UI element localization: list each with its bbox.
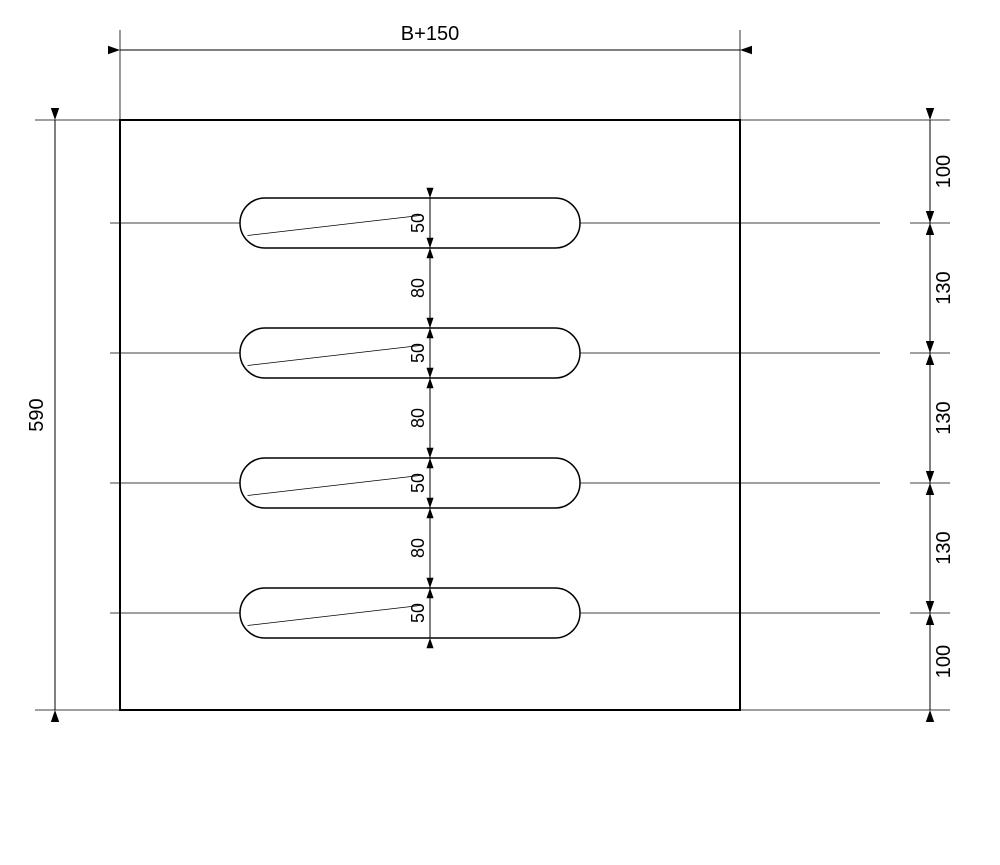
arrowhead bbox=[926, 108, 934, 120]
slot-inner-line bbox=[248, 346, 421, 366]
slot-gap-label: 80 bbox=[408, 408, 428, 428]
arrowhead bbox=[926, 471, 934, 483]
arrowhead bbox=[51, 108, 59, 120]
slot-gap-label: 80 bbox=[408, 278, 428, 298]
slot-inner-line bbox=[248, 606, 421, 626]
arrowhead bbox=[426, 188, 433, 198]
top-dim-label: B+150 bbox=[401, 23, 459, 45]
slot-inner-line bbox=[248, 476, 421, 496]
arrowhead bbox=[740, 46, 752, 54]
arrowhead bbox=[51, 710, 59, 722]
arrowhead bbox=[426, 328, 433, 338]
right-dim-label: 130 bbox=[933, 531, 955, 564]
arrowhead bbox=[926, 211, 934, 223]
arrowhead bbox=[926, 601, 934, 613]
arrowhead bbox=[108, 46, 120, 54]
arrowhead bbox=[926, 341, 934, 353]
left-dim-label: 590 bbox=[26, 398, 48, 431]
arrowhead bbox=[426, 238, 433, 248]
arrowhead bbox=[426, 368, 433, 378]
arrowhead bbox=[426, 638, 433, 648]
arrowhead bbox=[426, 588, 433, 598]
slot-height-label: 50 bbox=[408, 473, 428, 493]
slot-gap-label: 80 bbox=[408, 538, 428, 558]
right-dim-label: 130 bbox=[933, 401, 955, 434]
arrowhead bbox=[426, 498, 433, 508]
slot-height-label: 50 bbox=[408, 343, 428, 363]
slot-height-label: 50 bbox=[408, 603, 428, 623]
arrowhead bbox=[426, 458, 433, 468]
right-dim-label: 100 bbox=[933, 155, 955, 188]
right-dim-label: 130 bbox=[933, 271, 955, 304]
slot-inner-line bbox=[248, 216, 421, 236]
arrowhead bbox=[926, 710, 934, 722]
right-dim-label: 100 bbox=[933, 645, 955, 678]
slot-height-label: 50 bbox=[408, 213, 428, 233]
